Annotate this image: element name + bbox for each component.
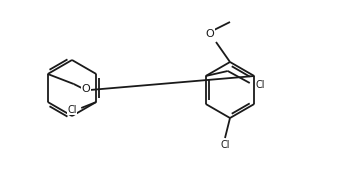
Text: Cl: Cl — [220, 140, 230, 150]
Text: O: O — [206, 29, 214, 39]
Text: Cl: Cl — [67, 105, 77, 115]
Text: O: O — [82, 84, 90, 94]
Text: Cl: Cl — [255, 80, 265, 90]
